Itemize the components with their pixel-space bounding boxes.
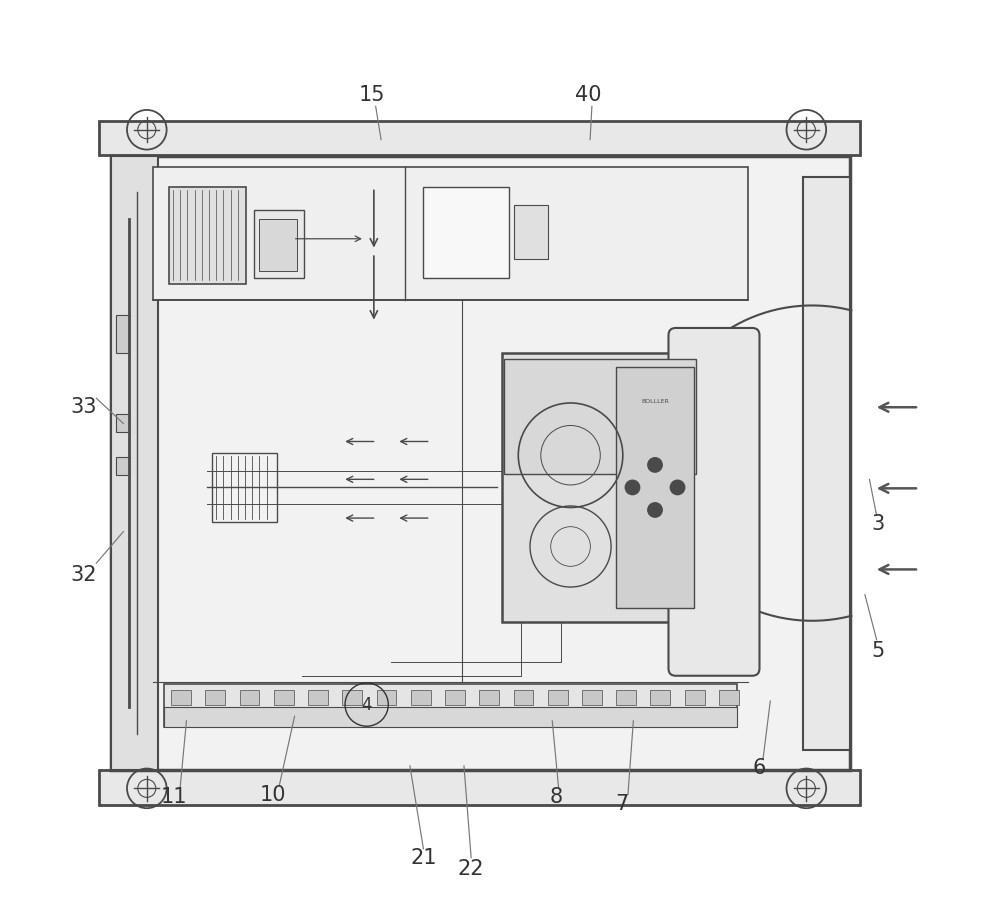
- Bar: [171, 690, 191, 705]
- Text: 22: 22: [458, 860, 484, 879]
- Text: 15: 15: [359, 85, 385, 105]
- Circle shape: [648, 503, 662, 517]
- Text: 8: 8: [549, 787, 562, 807]
- Bar: [212, 453, 277, 522]
- Bar: [685, 690, 705, 705]
- Bar: [719, 690, 739, 705]
- Bar: [803, 177, 850, 750]
- Bar: [99, 770, 860, 805]
- Text: 3: 3: [872, 514, 885, 534]
- Bar: [240, 690, 259, 705]
- Bar: [169, 187, 246, 284]
- Text: BOLLLER: BOLLLER: [641, 399, 669, 404]
- Bar: [116, 414, 129, 432]
- Bar: [411, 690, 431, 705]
- Text: 33: 33: [70, 397, 97, 417]
- Bar: [479, 690, 499, 705]
- Bar: [116, 458, 129, 476]
- Circle shape: [648, 458, 662, 472]
- Bar: [548, 690, 568, 705]
- Text: 21: 21: [410, 848, 437, 868]
- Bar: [116, 314, 129, 352]
- Bar: [514, 205, 548, 259]
- Bar: [504, 359, 696, 474]
- Bar: [616, 367, 694, 608]
- Text: 32: 32: [70, 565, 97, 585]
- Bar: [164, 707, 737, 727]
- Bar: [111, 156, 850, 770]
- Bar: [514, 690, 533, 705]
- Bar: [153, 167, 748, 300]
- Text: 11: 11: [161, 787, 187, 807]
- Bar: [259, 219, 297, 271]
- Bar: [308, 690, 328, 705]
- Text: 5: 5: [872, 641, 885, 660]
- Bar: [616, 690, 636, 705]
- Bar: [99, 121, 860, 155]
- Bar: [164, 684, 737, 727]
- Circle shape: [670, 480, 685, 495]
- Text: 4: 4: [361, 696, 372, 714]
- Bar: [445, 690, 465, 705]
- FancyBboxPatch shape: [668, 328, 759, 676]
- Text: 40: 40: [575, 85, 602, 105]
- Bar: [342, 690, 362, 705]
- Bar: [274, 690, 294, 705]
- Bar: [111, 156, 158, 770]
- Bar: [650, 690, 670, 705]
- Bar: [254, 210, 304, 278]
- Bar: [423, 187, 509, 278]
- Text: 6: 6: [753, 758, 766, 778]
- Bar: [502, 353, 698, 622]
- Text: 7: 7: [615, 794, 628, 814]
- Text: 10: 10: [260, 785, 286, 805]
- Circle shape: [625, 480, 640, 495]
- Bar: [582, 690, 602, 705]
- Bar: [377, 690, 396, 705]
- Bar: [153, 167, 748, 743]
- Bar: [205, 690, 225, 705]
